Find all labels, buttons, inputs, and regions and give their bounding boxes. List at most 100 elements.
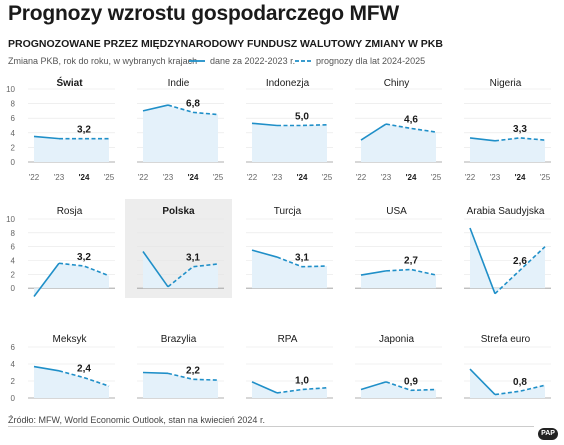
y-tick-label: 8 <box>11 229 16 238</box>
area-fill <box>34 366 109 398</box>
area-fill <box>361 124 436 162</box>
panel-4: Nigeria 3,3 '22 '23 '24 '25 <box>464 78 551 182</box>
data-label: 0,9 <box>404 376 418 387</box>
data-label: 6,8 <box>186 98 200 109</box>
x-tick-label: '22 <box>29 173 40 182</box>
y-tick-label: 4 <box>11 129 16 138</box>
x-tick-label: '25 <box>431 173 442 182</box>
actual-line <box>360 270 387 276</box>
panel-name: RPA <box>278 334 298 345</box>
data-label: 2,2 <box>186 365 200 376</box>
actual-line <box>360 381 387 391</box>
source-note: Źródło: MFW, World Economic Outlook, sta… <box>8 415 265 425</box>
x-tick-label: '24 <box>297 173 308 182</box>
area-fill <box>252 123 327 162</box>
y-tick-label: 6 <box>11 243 16 252</box>
y-tick-label: 6 <box>11 114 16 123</box>
unit-note: Zmiana PKB, rok do roku, w wybranych kra… <box>8 56 198 66</box>
x-tick-label: '23 <box>163 173 174 182</box>
page-title: Prognozy wzrostu gospodarczego MFW <box>8 2 400 25</box>
y-tick-label: 10 <box>6 215 15 224</box>
actual-line <box>360 123 387 141</box>
panel-11: Brazylia 2,2 <box>137 334 224 399</box>
panel-name: Indonezja <box>266 78 310 89</box>
x-tick-label: '25 <box>322 173 333 182</box>
panel-2: Indonezja 5,0 '22 '23 '24 '25 <box>246 78 333 182</box>
y-tick-label: 2 <box>11 270 16 279</box>
data-label: 3,2 <box>77 125 91 136</box>
panel-name: Polska <box>162 206 195 217</box>
actual-line <box>33 135 60 140</box>
forecast-line <box>494 137 546 142</box>
x-tick-label: '22 <box>356 173 367 182</box>
page-subtitle: PROGNOZOWANE PRZEZ MIĘDZYNARODOWY FUNDUS… <box>8 38 443 50</box>
panel-12: RPA 1,0 <box>246 334 333 399</box>
panel-name: Indie <box>168 78 190 89</box>
forecast-line <box>277 123 328 127</box>
area-fill <box>34 263 109 297</box>
y-tick-label: 8 <box>11 100 16 109</box>
x-tick-label: '24 <box>79 173 90 182</box>
forecast-line <box>494 246 546 295</box>
area-fill <box>143 251 218 289</box>
y-tick-label: 2 <box>11 377 16 386</box>
panel-10: Meksyk 2,4 <box>28 334 115 399</box>
actual-line <box>469 227 496 294</box>
actual-line <box>469 137 496 142</box>
panel-name: Nigeria <box>490 78 522 89</box>
x-tick-label: '25 <box>104 173 115 182</box>
y-tick-label: 4 <box>11 360 16 369</box>
data-label: 2,4 <box>77 364 91 375</box>
panel-name: Strefa euro <box>481 334 531 345</box>
x-tick-label: '25 <box>213 173 224 182</box>
panel-name: Świat <box>56 76 83 89</box>
y-tick-label: 2 <box>11 143 16 152</box>
data-label: 3,3 <box>513 124 527 135</box>
forecast-line <box>276 256 328 268</box>
panel-name: USA <box>386 206 407 217</box>
x-tick-label: '24 <box>188 173 199 182</box>
actual-line <box>251 122 278 127</box>
data-label: 4,6 <box>404 114 418 125</box>
panel-14: Strefa euro 0,8 <box>464 334 551 399</box>
forecast-line <box>385 381 437 392</box>
panel-name: Brazylia <box>161 334 197 345</box>
actual-line <box>251 249 278 258</box>
area-fill <box>252 381 327 398</box>
pap-logo: PAP <box>538 428 558 440</box>
x-tick-label: '22 <box>138 173 149 182</box>
x-tick-label: '25 <box>540 173 551 182</box>
panel-0: Świat 3,2 '22 '23 '24 '25 <box>28 76 115 182</box>
forecast-line <box>167 263 219 288</box>
panel-8: USA 2,7 <box>355 206 442 289</box>
dashed-line-icon <box>295 60 311 62</box>
area-fill <box>143 105 218 162</box>
area-fill <box>361 381 436 398</box>
data-label: 5,0 <box>295 112 309 123</box>
forecast-line <box>385 123 437 133</box>
x-tick-label: '22 <box>247 173 258 182</box>
panel-9: Arabia Saudyjska 2,6 <box>464 206 551 295</box>
actual-line <box>142 251 169 288</box>
forecast-line <box>494 384 546 396</box>
panel-name: Arabia Saudyjska <box>467 206 545 217</box>
area-fill <box>34 136 109 162</box>
actual-line <box>142 371 169 375</box>
y-tick-label: 0 <box>11 158 16 167</box>
forecast-line <box>167 104 219 116</box>
actual-line <box>142 104 169 112</box>
forecast-line <box>167 372 219 381</box>
panel-7: Turcja 3,1 <box>246 206 333 289</box>
forecast-line <box>385 268 437 276</box>
actual-line <box>33 262 60 297</box>
actual-line <box>251 381 278 394</box>
area-fill <box>361 269 436 289</box>
x-tick-label: '23 <box>490 173 501 182</box>
panel-3: Chiny 4,6 '22 '23 '24 '25 <box>355 78 442 182</box>
legend-actual: dane za 2022-2023 r. <box>189 56 295 66</box>
panel-name: Rosja <box>57 206 83 217</box>
data-label: 3,1 <box>295 253 309 264</box>
data-label: 3,1 <box>186 253 200 264</box>
x-tick-label: '24 <box>406 173 417 182</box>
legend-forecast-label: prognozy dla lat 2024-2025 <box>316 56 426 66</box>
